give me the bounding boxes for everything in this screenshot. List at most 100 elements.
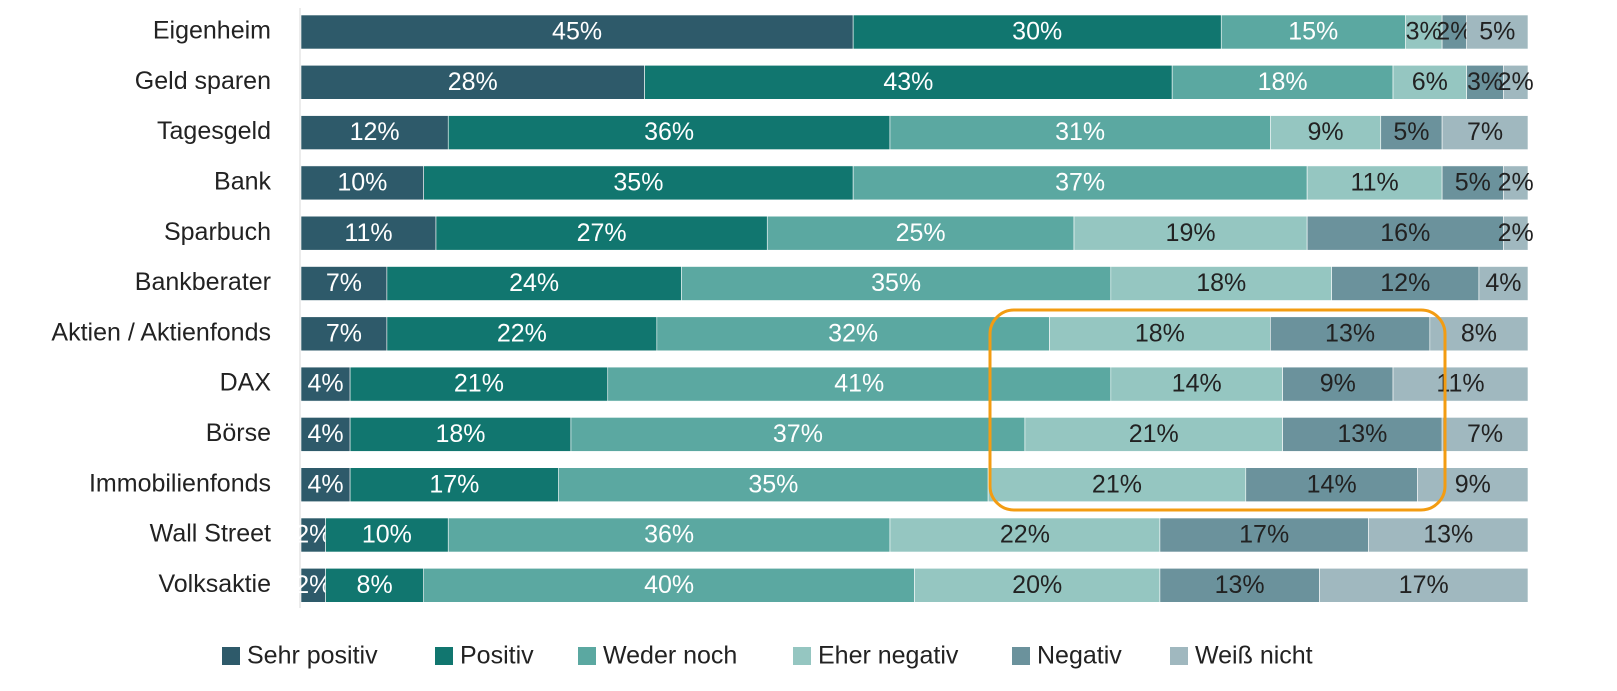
- data-label: 12%: [1380, 269, 1430, 297]
- category-label: Börse: [206, 419, 271, 447]
- data-label: 37%: [773, 420, 823, 448]
- category-label: Eigenheim: [153, 17, 271, 45]
- category-label: Geld sparen: [135, 67, 271, 95]
- data-label: 8%: [1461, 319, 1497, 347]
- data-label: 11%: [1351, 169, 1399, 197]
- bar-segment: [1441, 165, 1504, 201]
- data-label: 21%: [1092, 470, 1142, 498]
- data-label: 31%: [1055, 118, 1105, 146]
- bar-segment: [349, 467, 559, 503]
- bar-segment: [1171, 65, 1394, 100]
- bar-segment: [766, 215, 1075, 251]
- bar-segment: [1282, 417, 1443, 452]
- data-label: 17%: [429, 470, 479, 498]
- bar-segment: [1159, 567, 1320, 603]
- data-label: 40%: [644, 571, 694, 599]
- bar-segment: [1380, 115, 1443, 150]
- bar-segment: [914, 567, 1161, 603]
- legend-label: Eher negativ: [818, 642, 959, 670]
- category-label: DAX: [220, 369, 272, 397]
- bar-segment: [1110, 266, 1332, 301]
- data-label: 19%: [1166, 219, 1216, 247]
- category-label: Volksaktie: [158, 570, 271, 598]
- bar-segment: [325, 567, 425, 603]
- data-label: 7%: [1467, 118, 1503, 146]
- data-label: 3%: [1406, 18, 1442, 46]
- bar-segment: [300, 165, 424, 201]
- data-label: 13%: [1423, 521, 1473, 549]
- bar-segment: [423, 567, 915, 603]
- data-label: 2%: [1498, 68, 1534, 96]
- bar-segment: [1368, 517, 1529, 553]
- bar-segment: [300, 14, 854, 50]
- data-label: 28%: [448, 68, 498, 96]
- highlight-box: [988, 308, 1447, 512]
- bar-segment: [656, 316, 1050, 352]
- data-label: 20%: [1012, 571, 1062, 599]
- bar-segment: [1503, 165, 1529, 201]
- legend-swatch: [1012, 647, 1030, 665]
- data-label: 32%: [828, 319, 878, 347]
- data-label: 9%: [1455, 470, 1491, 498]
- bar-segment: [349, 417, 572, 452]
- data-label: 41%: [834, 370, 884, 398]
- data-label: 17%: [1239, 521, 1289, 549]
- bar-segment: [300, 215, 437, 251]
- category-label: Bank: [214, 168, 271, 196]
- data-label: 43%: [883, 68, 933, 96]
- bar-segment: [1306, 165, 1443, 201]
- data-label: 4%: [307, 370, 343, 398]
- data-label: 11%: [344, 219, 392, 247]
- data-label: 15%: [1288, 18, 1338, 46]
- data-label: 30%: [1012, 18, 1062, 46]
- bar-segment: [1503, 65, 1529, 100]
- data-label: 22%: [1000, 521, 1050, 549]
- bar-segment: [1024, 417, 1283, 452]
- bar-segment: [1478, 266, 1529, 301]
- bar-segment: [1110, 366, 1283, 402]
- data-label: 16%: [1380, 219, 1430, 247]
- category-label: Immobilienfonds: [89, 469, 271, 497]
- data-label: 24%: [509, 269, 559, 297]
- bar-segment: [349, 366, 609, 402]
- bar-segment: [1159, 517, 1369, 553]
- bar-segment: [1073, 215, 1308, 251]
- bar-segment: [423, 165, 854, 201]
- data-label: 8%: [357, 571, 393, 599]
- data-label: 2%: [1498, 169, 1534, 197]
- bar-segment: [300, 517, 326, 553]
- legend-label: Weder noch: [603, 642, 737, 670]
- bar-segment: [1270, 316, 1431, 352]
- data-label: 36%: [644, 118, 694, 146]
- data-label: 3%: [1467, 68, 1503, 96]
- bar-segment: [1306, 215, 1504, 251]
- data-label: 4%: [1485, 269, 1521, 297]
- data-label: 5%: [1455, 169, 1491, 197]
- data-label: 18%: [1196, 269, 1246, 297]
- bar-segment: [386, 316, 658, 352]
- data-label: 9%: [1320, 370, 1356, 398]
- data-label: 10%: [362, 521, 412, 549]
- bar-segment: [1331, 266, 1480, 301]
- bar-segment: [644, 65, 1173, 100]
- data-label: 45%: [552, 18, 602, 46]
- bar-segment: [1441, 417, 1529, 452]
- data-label: 35%: [613, 169, 663, 197]
- category-label: Bankberater: [135, 268, 271, 296]
- data-label: 18%: [1258, 68, 1308, 96]
- data-label: 35%: [748, 470, 798, 498]
- bar-segment: [447, 517, 891, 553]
- bar-segment: [1049, 316, 1271, 352]
- bar-segment: [1503, 215, 1529, 251]
- data-label: 7%: [326, 269, 362, 297]
- bar-segment: [1220, 14, 1406, 50]
- data-label: 17%: [1399, 571, 1449, 599]
- bar-segment: [852, 14, 1222, 50]
- data-label: 6%: [1412, 68, 1448, 96]
- legend-swatch: [578, 647, 596, 665]
- data-label: 7%: [1467, 420, 1503, 448]
- data-label: 37%: [1055, 169, 1105, 197]
- bar-segment: [1392, 366, 1529, 402]
- data-label: 5%: [1479, 18, 1515, 46]
